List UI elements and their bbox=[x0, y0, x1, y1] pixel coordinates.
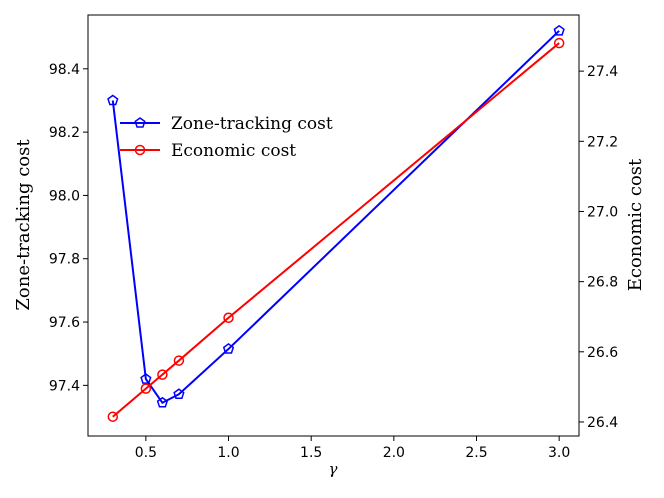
data-point bbox=[222, 343, 235, 354]
y-right-tick-label: 27.4 bbox=[587, 64, 618, 80]
y-left-tick-label: 98.4 bbox=[49, 62, 80, 78]
legend-marker-pentagon bbox=[134, 117, 146, 128]
x-tick-label: 0.5 bbox=[135, 445, 157, 461]
data-point bbox=[223, 312, 234, 324]
y-left-tick-label: 98.0 bbox=[49, 188, 80, 204]
legend: Zone-tracking cost Economic cost bbox=[120, 114, 333, 161]
y-right-tick-label: 27.0 bbox=[587, 204, 618, 220]
y-left-tick-label: 97.8 bbox=[49, 252, 80, 268]
y-axis-right: 26.4 26.6 26.8 27.0 27.2 27.4 bbox=[579, 64, 618, 431]
data-point bbox=[173, 388, 185, 400]
x-axis-title: γ bbox=[329, 460, 338, 478]
data-point bbox=[553, 37, 565, 49]
series-line bbox=[112, 42, 560, 418]
data-point bbox=[156, 396, 169, 408]
data-point bbox=[140, 383, 152, 394]
data-point bbox=[140, 373, 152, 384]
data-point bbox=[157, 369, 168, 380]
x-tick-label: 1.0 bbox=[217, 445, 239, 461]
y-right-tick-label: 27.2 bbox=[587, 134, 618, 150]
data-point bbox=[107, 411, 119, 422]
y-left-tick-label: 98.2 bbox=[49, 125, 80, 141]
data-point bbox=[173, 355, 185, 366]
y-right-tick-label: 26.8 bbox=[587, 275, 618, 291]
plot-area bbox=[107, 24, 565, 422]
y-right-tick-label: 26.4 bbox=[587, 415, 618, 431]
series-economic bbox=[107, 37, 565, 422]
y-axis-right-title: Economic cost bbox=[625, 158, 646, 291]
legend-label-economic: Economic cost bbox=[171, 141, 296, 161]
y-axis-left: 97.4 97.6 97.8 98.0 98.2 98.4 bbox=[49, 62, 88, 394]
legend-marker-circle bbox=[134, 144, 146, 156]
x-axis: 0.5 1.0 1.5 2.0 2.5 3.0 bbox=[135, 436, 570, 461]
y-axis-left-title: Zone-tracking cost bbox=[13, 139, 34, 311]
x-tick-label: 2.5 bbox=[465, 445, 487, 461]
y-right-tick-label: 26.6 bbox=[587, 345, 618, 361]
x-tick-label: 2.0 bbox=[383, 445, 405, 461]
y-left-tick-label: 97.6 bbox=[49, 315, 80, 331]
y-left-tick-label: 97.4 bbox=[49, 378, 80, 394]
series-zone-tracking bbox=[107, 24, 565, 408]
plot-frame bbox=[87, 14, 580, 437]
x-tick-label: 3.0 bbox=[548, 445, 570, 461]
legend-label-zone-tracking: Zone-tracking cost bbox=[171, 114, 333, 134]
data-point bbox=[553, 24, 565, 36]
x-tick-label: 1.5 bbox=[300, 445, 322, 461]
series-line bbox=[111, 30, 560, 405]
data-point bbox=[107, 94, 119, 106]
